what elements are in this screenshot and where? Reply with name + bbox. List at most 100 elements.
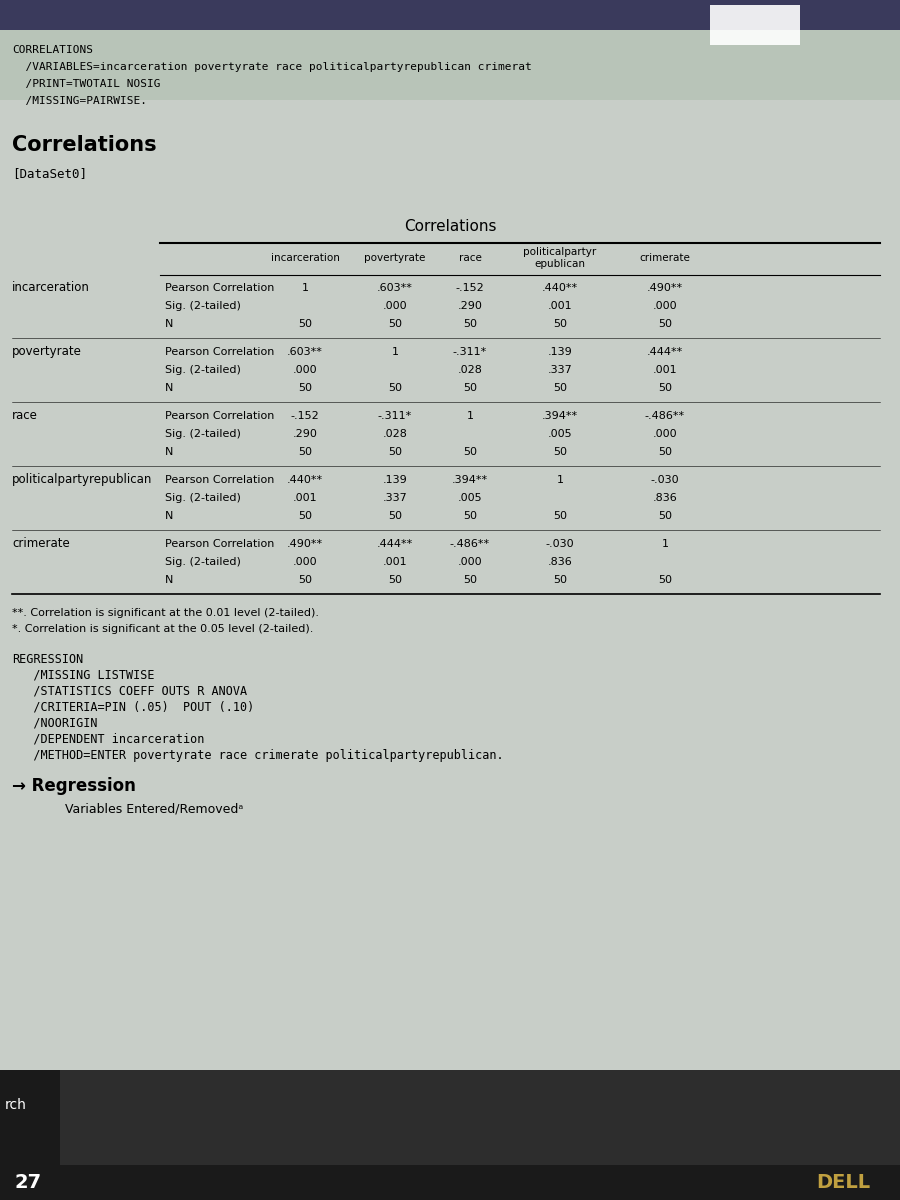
Text: Pearson Correlation: Pearson Correlation bbox=[165, 347, 274, 358]
Text: .490**: .490** bbox=[647, 283, 683, 293]
Text: REGRESSION: REGRESSION bbox=[12, 653, 83, 666]
Text: N: N bbox=[165, 383, 174, 392]
Text: .836: .836 bbox=[547, 557, 572, 566]
Text: 50: 50 bbox=[463, 383, 477, 392]
Text: politicalpartyr: politicalpartyr bbox=[524, 247, 597, 257]
Text: .028: .028 bbox=[457, 365, 482, 374]
Text: -.152: -.152 bbox=[291, 410, 319, 421]
Text: 50: 50 bbox=[298, 446, 312, 457]
Text: Sig. (2-tailed): Sig. (2-tailed) bbox=[165, 301, 241, 311]
Text: 50: 50 bbox=[658, 319, 672, 329]
Text: .001: .001 bbox=[382, 557, 408, 566]
Text: .444**: .444** bbox=[377, 539, 413, 550]
Text: -.030: -.030 bbox=[651, 475, 680, 485]
Text: 50: 50 bbox=[298, 383, 312, 392]
Text: .139: .139 bbox=[382, 475, 408, 485]
Text: .000: .000 bbox=[652, 301, 678, 311]
Text: 50: 50 bbox=[553, 511, 567, 521]
Text: N: N bbox=[165, 511, 174, 521]
Text: *. Correlation is significant at the 0.05 level (2-tailed).: *. Correlation is significant at the 0.0… bbox=[12, 624, 313, 634]
Text: race: race bbox=[459, 253, 482, 263]
Text: 1: 1 bbox=[466, 410, 473, 421]
Bar bbox=[0, 1070, 900, 1200]
Text: 50: 50 bbox=[388, 319, 402, 329]
Text: Pearson Correlation: Pearson Correlation bbox=[165, 410, 274, 421]
Text: .337: .337 bbox=[382, 493, 408, 503]
Text: crimerate: crimerate bbox=[12, 538, 70, 550]
Text: Pearson Correlation: Pearson Correlation bbox=[165, 475, 274, 485]
Bar bbox=[0, 1070, 900, 1165]
Text: 50: 50 bbox=[463, 446, 477, 457]
Text: 50: 50 bbox=[388, 511, 402, 521]
Text: .440**: .440** bbox=[542, 283, 578, 293]
Text: 50: 50 bbox=[463, 511, 477, 521]
Text: .836: .836 bbox=[652, 493, 678, 503]
Text: Sig. (2-tailed): Sig. (2-tailed) bbox=[165, 557, 241, 566]
Text: .337: .337 bbox=[547, 365, 572, 374]
Text: 50: 50 bbox=[553, 446, 567, 457]
Text: .290: .290 bbox=[292, 428, 318, 439]
Text: .394**: .394** bbox=[542, 410, 578, 421]
Text: [DataSet0]: [DataSet0] bbox=[12, 167, 87, 180]
Text: Pearson Correlation: Pearson Correlation bbox=[165, 283, 274, 293]
Text: 50: 50 bbox=[298, 575, 312, 584]
Text: -.486**: -.486** bbox=[450, 539, 491, 550]
Text: .603**: .603** bbox=[287, 347, 323, 358]
Text: /MISSING LISTWISE: /MISSING LISTWISE bbox=[12, 670, 155, 682]
Text: N: N bbox=[165, 446, 174, 457]
Text: 1: 1 bbox=[662, 539, 669, 550]
Text: .005: .005 bbox=[458, 493, 482, 503]
Text: -.030: -.030 bbox=[545, 539, 574, 550]
Text: .000: .000 bbox=[292, 365, 318, 374]
Text: /MISSING=PAIRWISE.: /MISSING=PAIRWISE. bbox=[12, 96, 147, 106]
Text: .394**: .394** bbox=[452, 475, 488, 485]
Bar bbox=[0, 0, 900, 30]
Text: 27: 27 bbox=[15, 1172, 42, 1192]
Text: 50: 50 bbox=[553, 575, 567, 584]
Text: -.486**: -.486** bbox=[645, 410, 685, 421]
Text: Sig. (2-tailed): Sig. (2-tailed) bbox=[165, 493, 241, 503]
Text: .028: .028 bbox=[382, 428, 408, 439]
Text: DELL: DELL bbox=[816, 1172, 870, 1192]
Text: 50: 50 bbox=[553, 319, 567, 329]
Text: /STATISTICS COEFF OUTS R ANOVA: /STATISTICS COEFF OUTS R ANOVA bbox=[12, 685, 248, 698]
Bar bbox=[0, 1070, 60, 1165]
Text: 50: 50 bbox=[388, 446, 402, 457]
Text: Correlations: Correlations bbox=[12, 134, 157, 155]
Text: .000: .000 bbox=[458, 557, 482, 566]
Text: **. Correlation is significant at the 0.01 level (2-tailed).: **. Correlation is significant at the 0.… bbox=[12, 608, 319, 618]
Text: Correlations: Correlations bbox=[404, 218, 496, 234]
Text: /PRINT=TWOTAIL NOSIG: /PRINT=TWOTAIL NOSIG bbox=[12, 79, 160, 89]
Text: 50: 50 bbox=[388, 383, 402, 392]
Text: 50: 50 bbox=[463, 319, 477, 329]
Text: .001: .001 bbox=[548, 301, 572, 311]
Text: -.311*: -.311* bbox=[453, 347, 487, 358]
Text: .139: .139 bbox=[547, 347, 572, 358]
Text: /NOORIGIN: /NOORIGIN bbox=[12, 716, 97, 730]
Text: 50: 50 bbox=[553, 383, 567, 392]
Text: 50: 50 bbox=[658, 383, 672, 392]
Text: Sig. (2-tailed): Sig. (2-tailed) bbox=[165, 365, 241, 374]
Text: .000: .000 bbox=[382, 301, 408, 311]
Text: /DEPENDENT incarceration: /DEPENDENT incarceration bbox=[12, 733, 204, 746]
Text: rch: rch bbox=[5, 1098, 27, 1112]
Text: 1: 1 bbox=[302, 283, 309, 293]
Text: 50: 50 bbox=[388, 575, 402, 584]
Bar bbox=[710, 5, 800, 44]
Text: 50: 50 bbox=[463, 575, 477, 584]
Text: /VARIABLES=incarceration povertyrate race politicalpartyrepublican crimerat: /VARIABLES=incarceration povertyrate rac… bbox=[12, 62, 532, 72]
Text: 50: 50 bbox=[658, 511, 672, 521]
Text: .440**: .440** bbox=[287, 475, 323, 485]
Text: 1: 1 bbox=[392, 347, 399, 358]
Text: /METHOD=ENTER povertyrate race crimerate politicalpartyrepublican.: /METHOD=ENTER povertyrate race crimerate… bbox=[12, 749, 504, 762]
Text: CORRELATIONS: CORRELATIONS bbox=[12, 44, 93, 55]
Text: Sig. (2-tailed): Sig. (2-tailed) bbox=[165, 428, 241, 439]
Text: -.152: -.152 bbox=[455, 283, 484, 293]
Text: /CRITERIA=PIN (.05)  POUT (.10): /CRITERIA=PIN (.05) POUT (.10) bbox=[12, 701, 254, 714]
Text: Pearson Correlation: Pearson Correlation bbox=[165, 539, 274, 550]
Text: .490**: .490** bbox=[287, 539, 323, 550]
Text: .444**: .444** bbox=[647, 347, 683, 358]
Text: 50: 50 bbox=[298, 319, 312, 329]
Text: race: race bbox=[12, 409, 38, 422]
Text: .603**: .603** bbox=[377, 283, 413, 293]
